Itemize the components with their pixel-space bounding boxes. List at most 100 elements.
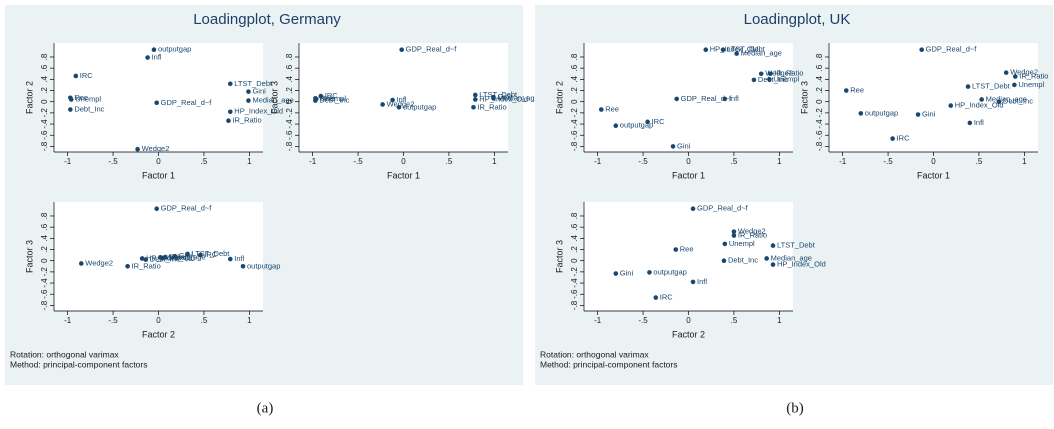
loading-point — [598, 107, 604, 112]
loading-point — [647, 270, 652, 275]
y-tick-label: .8 — [285, 53, 294, 60]
point-label: Debt_Inc — [319, 96, 349, 105]
x-axis-title: Factor 1 — [142, 170, 175, 180]
point-label: Debt_Inc — [758, 75, 788, 84]
point-label: outputgap — [247, 261, 280, 270]
point-label: Infl — [974, 118, 984, 127]
y-axis-title: Factor 3 — [24, 240, 34, 273]
y-axis-title: Factor 3 — [554, 240, 564, 273]
point-label: Ree — [74, 93, 88, 102]
plot-area — [54, 43, 263, 152]
loading-point — [471, 104, 476, 110]
x-tick-label: .5 — [731, 316, 738, 325]
point-label: Median_age — [986, 94, 1027, 103]
loading-point — [246, 89, 251, 94]
point-label: IR_Ratio — [232, 116, 261, 125]
point-label: Unempl — [75, 94, 101, 103]
x-tick-label: 0 — [931, 157, 936, 166]
point-label: Wedge2 — [387, 99, 415, 108]
point-label: Ree — [319, 93, 333, 102]
plot-area — [584, 202, 793, 311]
point-label: LTST_Debt — [777, 241, 816, 250]
loading-point — [965, 84, 971, 89]
x-tick-label: -.5 — [353, 157, 363, 166]
x-axis-title: Factor 2 — [672, 329, 705, 339]
y-tick-label: -.6 — [40, 130, 49, 140]
loading-point — [227, 256, 233, 262]
point-label: LTST_Debt — [972, 82, 1011, 91]
loading-point — [670, 144, 676, 149]
point-label: LTST_Debt — [192, 249, 231, 258]
point-label: HP_Index_Old — [234, 107, 283, 116]
point-label: HP_Index_Old — [710, 45, 759, 54]
x-axis-title: Factor 1 — [387, 170, 420, 180]
note: Method: principal-component factors — [10, 359, 148, 369]
loading-point — [613, 123, 619, 129]
x-tick-label: -.5 — [638, 157, 648, 166]
point-label: Median_age — [164, 252, 205, 261]
loading-point — [472, 97, 478, 102]
loading-point — [154, 100, 159, 106]
loading-point — [390, 97, 395, 103]
caption: (a) — [257, 400, 274, 416]
point-label: IRC — [897, 134, 911, 143]
loading-point — [767, 71, 773, 77]
y-tick-label: -.4 — [815, 119, 824, 129]
point-label: IRC — [204, 250, 218, 259]
point-label: Wedge2 — [738, 227, 766, 236]
y-tick-label: .2 — [815, 87, 824, 94]
y-tick-label: -.2 — [40, 108, 49, 118]
loading-point — [145, 55, 150, 60]
loading-point — [1003, 70, 1009, 75]
loading-point — [380, 102, 385, 107]
loading-point — [1012, 74, 1018, 79]
point-label: IR_Ratio — [1019, 72, 1048, 81]
loading-point — [767, 77, 772, 82]
loading-point — [720, 47, 726, 53]
point-label: IR_Ratio — [477, 102, 506, 111]
y-tick-label: .2 — [570, 87, 579, 94]
y-tick-label: .8 — [40, 212, 49, 219]
loading-point — [690, 206, 696, 212]
x-tick-label: -1 — [839, 157, 847, 166]
y-tick-label: .2 — [40, 246, 49, 253]
point-label: Gini — [252, 87, 266, 96]
y-tick-label: 0 — [285, 99, 294, 104]
x-tick-label: 1 — [777, 157, 782, 166]
point-label: Debt_Inc — [150, 255, 180, 264]
y-axis-title: Factor 2 — [554, 81, 564, 114]
loading-point — [731, 233, 737, 238]
loading-point — [915, 112, 921, 117]
loading-point — [673, 247, 679, 252]
point-label: HP_Index_Old — [479, 94, 528, 103]
loading-point — [227, 81, 233, 87]
y-tick-label: -.6 — [40, 289, 49, 299]
x-tick-label: 0 — [156, 157, 161, 166]
y-tick-label: -.8 — [815, 141, 824, 151]
point-label: Unempl — [1018, 80, 1044, 89]
loading-point — [135, 146, 140, 152]
x-tick-label: 1 — [492, 157, 497, 166]
y-tick-label: 0 — [40, 99, 49, 104]
y-tick-label: .4 — [40, 234, 49, 241]
point-label: GDP_Real_d~f — [406, 45, 458, 54]
point-label: HP_Index_Old — [777, 260, 826, 269]
y-tick-label: -.8 — [40, 300, 49, 310]
y-axis-title: Factor 2 — [24, 81, 34, 114]
point-label: IRC — [80, 71, 94, 80]
point-label: IR_Ratio — [738, 231, 767, 240]
y-tick-label: -.2 — [570, 267, 579, 277]
loading-point — [399, 47, 404, 53]
x-axis-title: Factor 2 — [142, 329, 175, 339]
point-label: Wedge2 — [765, 69, 793, 78]
loading-point — [890, 136, 895, 141]
x-tick-label: 0 — [156, 316, 161, 325]
point-label: Wedge2 — [142, 144, 170, 153]
x-tick-label: 1 — [247, 157, 252, 166]
loading-point — [731, 229, 737, 234]
y-tick-label: .6 — [40, 223, 49, 230]
x-axis-title: Factor 1 — [672, 170, 705, 180]
y-tick-label: -.8 — [570, 141, 579, 151]
point-label: outputgap — [158, 45, 191, 54]
y-tick-label: .2 — [285, 87, 294, 94]
